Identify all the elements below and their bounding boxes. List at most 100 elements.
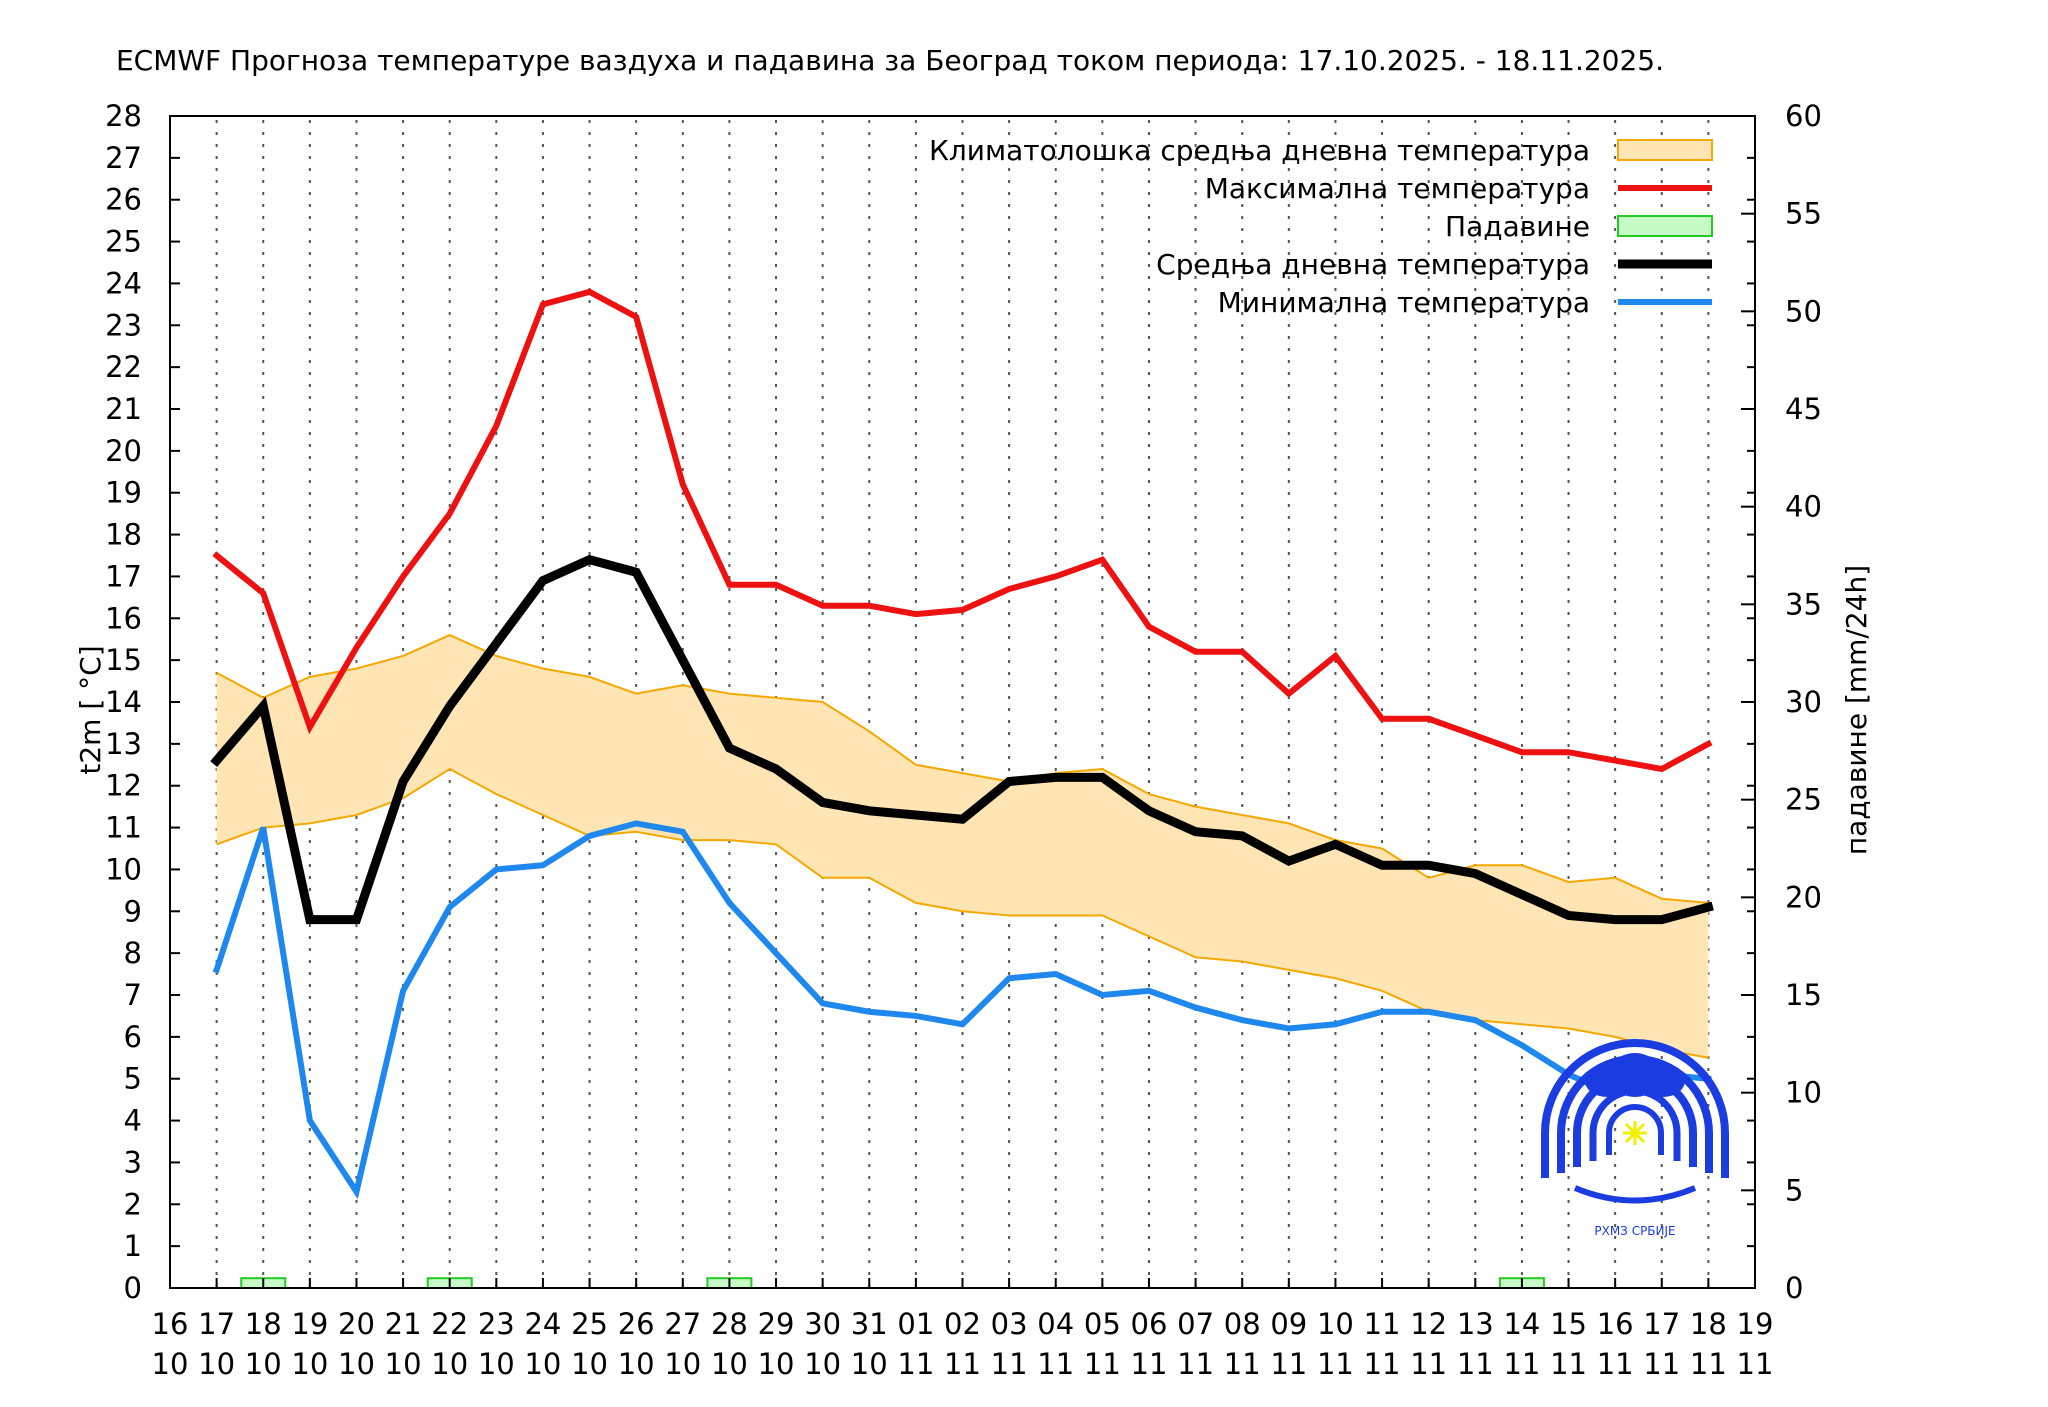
x-tick-day: 23 <box>478 1307 515 1341</box>
x-tick-day: 26 <box>618 1307 655 1341</box>
y2-tick-label: 5 <box>1785 1173 1803 1207</box>
y-axis-right: 0 5 10 15 20 25 30 35 40 45 50 55 60 <box>1741 99 1822 1305</box>
x-tick-day: 19 <box>291 1307 328 1341</box>
x-tick-month: 10 <box>711 1347 748 1381</box>
x-tick-month: 11 <box>1177 1347 1214 1381</box>
x-tick-day: 24 <box>524 1307 561 1341</box>
y-tick-label: 9 <box>124 894 142 928</box>
x-tick-day: 14 <box>1503 1307 1540 1341</box>
x-tick-month: 10 <box>431 1347 468 1381</box>
y-tick-label: 0 <box>124 1271 142 1305</box>
y2-tick-label: 0 <box>1785 1271 1803 1305</box>
x-tick-month: 10 <box>618 1347 655 1381</box>
legend-swatch <box>1617 215 1713 237</box>
x-tick-month: 11 <box>1503 1347 1540 1381</box>
x-tick-day: 17 <box>198 1307 235 1341</box>
y-tick-label: 15 <box>105 643 142 677</box>
x-tick-day: 12 <box>1410 1307 1447 1341</box>
x-tick-day: 01 <box>897 1307 934 1341</box>
y-tick-label: 25 <box>105 225 142 259</box>
y2-tick-label: 40 <box>1785 490 1822 524</box>
y-tick-label: 5 <box>124 1062 142 1096</box>
y-tick-label: 23 <box>105 308 142 342</box>
y-tick-label: 14 <box>105 685 142 719</box>
x-tick-month: 11 <box>1037 1347 1074 1381</box>
x-tick-day: 09 <box>1270 1307 1307 1341</box>
x-tick-day: 08 <box>1224 1307 1261 1341</box>
y-tick-label: 4 <box>124 1104 142 1138</box>
y-tick-label: 27 <box>105 141 142 175</box>
x-tick-day: 16 <box>152 1307 189 1341</box>
y-tick-label: 26 <box>105 183 142 217</box>
y2-tick-label: 55 <box>1785 197 1822 231</box>
legend-label: Климатолошка средња дневна температура <box>929 134 1590 167</box>
y-tick-label: 21 <box>105 392 142 426</box>
x-tick-month: 11 <box>1737 1347 1774 1381</box>
legend-swatch <box>1617 139 1713 161</box>
x-tick-day: 13 <box>1457 1307 1494 1341</box>
x-tick-month: 11 <box>1317 1347 1354 1381</box>
y-tick-label: 3 <box>124 1145 142 1179</box>
x-tick-month: 10 <box>385 1347 422 1381</box>
x-tick-day: 15 <box>1550 1307 1587 1341</box>
x-tick-day: 10 <box>1317 1307 1354 1341</box>
x-tick-day: 29 <box>758 1307 795 1341</box>
y-tick-label: 20 <box>105 434 142 468</box>
x-tick-day: 02 <box>944 1307 981 1341</box>
x-tick-month: 11 <box>1690 1347 1727 1381</box>
x-tick-day: 07 <box>1177 1307 1214 1341</box>
x-tick-day: 16 <box>1597 1307 1634 1341</box>
x-tick-day: 19 <box>1737 1307 1774 1341</box>
max-temp-line <box>212 288 1713 773</box>
y2-tick-label: 60 <box>1785 99 1822 133</box>
legend-label: Средња дневна температура <box>1156 248 1590 281</box>
y-tick-label: 24 <box>105 266 142 300</box>
y-tick-label: 8 <box>124 936 142 970</box>
x-tick-month: 10 <box>804 1347 841 1381</box>
y-tick-label: 6 <box>124 1020 142 1054</box>
x-tick-day: 31 <box>851 1307 888 1341</box>
y-tick-label: 13 <box>105 727 142 761</box>
y2-tick-label: 45 <box>1785 392 1822 426</box>
x-tick-day: 18 <box>245 1307 282 1341</box>
logo-cloud-icon <box>1585 1053 1685 1097</box>
y2-tick-label: 15 <box>1785 978 1822 1012</box>
y2-tick-label: 10 <box>1785 1076 1822 1110</box>
x-tick-month: 10 <box>478 1347 515 1381</box>
x-tick-month: 11 <box>1131 1347 1168 1381</box>
x-tick-month: 11 <box>1550 1347 1587 1381</box>
legend-label: Минимална температура <box>1218 286 1590 319</box>
legend-label: Падавине <box>1445 210 1590 243</box>
x-tick-month: 10 <box>198 1347 235 1381</box>
x-tick-month: 11 <box>944 1347 981 1381</box>
y-tick-label: 2 <box>124 1187 142 1221</box>
y-axis-label: t2m [ °C] <box>74 645 107 774</box>
x-tick-month: 10 <box>524 1347 561 1381</box>
x-tick-day: 04 <box>1037 1307 1074 1341</box>
x-tick-day: 06 <box>1131 1307 1168 1341</box>
x-tick-month: 11 <box>1597 1347 1634 1381</box>
y2-tick-label: 50 <box>1785 294 1822 328</box>
y-tick-label: 19 <box>105 476 142 510</box>
temperature-lines <box>210 288 1714 1200</box>
x-tick-day: 27 <box>664 1307 701 1341</box>
x-tick-month: 11 <box>1643 1347 1680 1381</box>
x-axis: 16 10 17 10 18 10 19 10 20 10 21 10 22 10 23 10 24 10 25 10… <box>152 1278 1774 1381</box>
legend-label: Максимална температура <box>1205 172 1590 205</box>
x-tick-day: 28 <box>711 1307 748 1341</box>
y-tick-label: 7 <box>124 978 142 1012</box>
y2-tick-label: 20 <box>1785 880 1822 914</box>
chart-title: ECMWF Прогноза температуре ваздуха и пад… <box>116 44 1664 77</box>
x-tick-day: 20 <box>338 1307 375 1341</box>
x-tick-day: 30 <box>804 1307 841 1341</box>
legend: Климатолошка средња дневна температура Ма… <box>929 134 1713 319</box>
y-tick-label: 11 <box>105 811 142 845</box>
logo-text: РХМЗ СРБИЈЕ <box>1594 1224 1675 1238</box>
x-tick-day: 18 <box>1690 1307 1727 1341</box>
x-tick-month: 11 <box>897 1347 934 1381</box>
x-tick-month: 11 <box>1364 1347 1401 1381</box>
x-tick-day: 03 <box>991 1307 1028 1341</box>
y2-axis-label: падавине [mm/24h] <box>1840 565 1873 855</box>
y-tick-label: 12 <box>105 769 142 803</box>
